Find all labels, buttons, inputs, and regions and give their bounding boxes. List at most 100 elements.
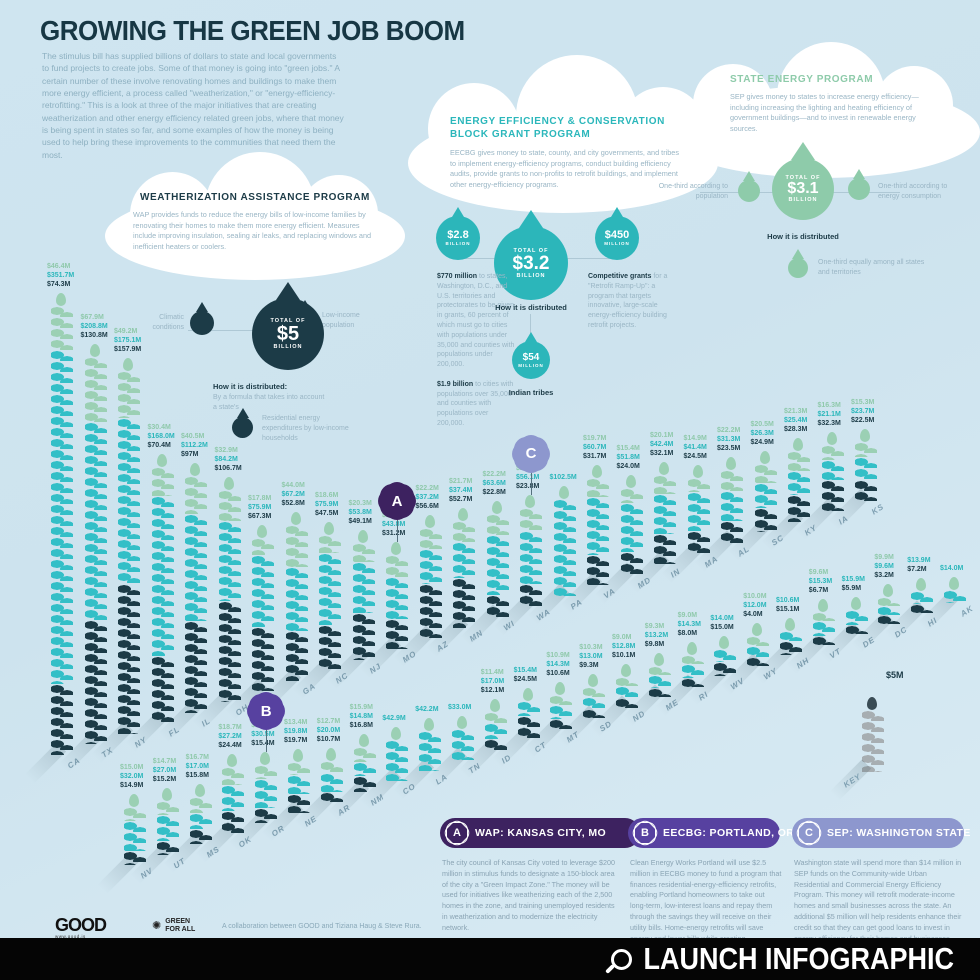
- value-label: $23.5M: [717, 445, 741, 452]
- stalk-segment-sep: [587, 478, 609, 498]
- stalk-tip: [489, 698, 500, 712]
- value-label: $10.3M: [579, 644, 603, 651]
- value-label: $23.8M: [516, 482, 540, 490]
- state-stalk-CT: [517, 688, 540, 739]
- value-labels-IA: $16.3M $21.1M $32.3M: [818, 401, 880, 428]
- value-label: $42.2M: [415, 705, 439, 713]
- state-stalk-GA: [285, 511, 308, 681]
- stalk-tip: [391, 542, 401, 555]
- eecbg-54-label: Indian tribes: [508, 388, 554, 397]
- value-label: $3.2M: [874, 571, 894, 579]
- value-label: $6.7M: [808, 586, 829, 594]
- value-labels-MS: $16.7M $17.0M $15.8M: [186, 753, 248, 780]
- state-stalk-AR: [320, 748, 343, 802]
- state-stalk-ID: [484, 698, 507, 750]
- value-labels-KS: $15.3M $23.7M $22.5M: [851, 398, 913, 425]
- value-label: $28.3M: [784, 425, 808, 433]
- state-stalk-UT: [156, 787, 179, 855]
- stalk-segment-eecbg: [222, 784, 245, 811]
- stalk-segment-wap: [185, 620, 207, 713]
- sep-total-unit: BILLION: [788, 197, 818, 203]
- stalk-segment-wap: [648, 688, 671, 697]
- stalk-segment-wap: [51, 684, 73, 755]
- stalk-segment-sep: [878, 596, 901, 606]
- value-label: $42.4M: [650, 441, 674, 449]
- value-labels-CT: $15.4M $24.5M: [514, 666, 576, 684]
- stalk-segment-eecbg: [452, 729, 474, 760]
- value-label: $5.9M: [841, 585, 862, 592]
- state-stalk-VT: [812, 598, 835, 645]
- value-label: $21.1M: [817, 411, 841, 419]
- state-stalk-AL: [721, 457, 743, 543]
- stalk-tip: [621, 663, 631, 677]
- stalk-segment-sep: [654, 475, 676, 495]
- eecbg-note2-lead: $1.9 billion: [437, 380, 474, 388]
- value-label: $32.3M: [817, 420, 841, 428]
- value-labels-CO: $42.9M: [382, 714, 444, 723]
- value-label: $13.2M: [644, 632, 669, 639]
- eecbg-54-value: $54: [522, 351, 540, 363]
- value-label: $19.8M: [284, 727, 308, 735]
- value-label: $18.6M: [315, 492, 339, 500]
- callout-b-letter: B: [641, 827, 649, 839]
- stalk-segment-eecbg: [51, 350, 73, 684]
- value-label: $52.8M: [281, 499, 305, 507]
- value-labels-LA: $42.2M: [415, 705, 477, 714]
- value-label: $11.4M: [480, 668, 504, 676]
- state-stalk-WV: [714, 636, 737, 676]
- value-label: $27.2M: [218, 732, 242, 740]
- value-label: $8.0M: [677, 629, 698, 637]
- sep-description: SEP gives money to states to increase en…: [730, 92, 919, 133]
- wap-total-value: $5: [276, 323, 300, 345]
- value-label: $22.2M: [482, 471, 506, 479]
- value-labels-FL: $30.4M $168.0M $70.4M: [148, 423, 210, 450]
- value-label: $14.9M: [120, 782, 144, 789]
- stalk-tip: [194, 784, 205, 797]
- stalk-segment-eecbg: [681, 663, 704, 678]
- value-label: $75.9M: [315, 501, 339, 509]
- stalk-tip: [883, 583, 894, 597]
- key-stalk-tip: [867, 697, 877, 710]
- badge-letter: C: [525, 445, 537, 463]
- stalk-segment-eecbg: [620, 502, 643, 552]
- stalk-segment-wap: [419, 584, 442, 639]
- eecbg-28-unit: BILLION: [445, 241, 471, 246]
- stalk-segment-sep: [285, 524, 308, 567]
- value-label: $10.0M: [743, 592, 767, 600]
- state-stalk-NE: [288, 748, 310, 813]
- gfa-line1: GREEN: [165, 918, 191, 925]
- stalk-segment-wap: [747, 656, 770, 666]
- stalk-segment-wap: [156, 840, 179, 855]
- stalk-tip: [726, 457, 736, 470]
- stalk-segment-sep: [855, 441, 877, 457]
- wap-distribution: How it is distributed: By a formula that…: [213, 382, 325, 412]
- value-label: $46.4M: [47, 263, 71, 270]
- value-label: $22.8M: [482, 489, 506, 497]
- value-label: $16.7M: [185, 754, 209, 761]
- badge-stem-B: [266, 726, 268, 752]
- value-label: $51.8M: [616, 453, 640, 461]
- sep-cloud: STATE ENERGY PROGRAM SEP gives money to …: [665, 42, 980, 192]
- value-label: $9.8M: [644, 641, 665, 648]
- callout-c-header: C SEP: WASHINGTON STATE: [792, 818, 970, 848]
- stalk-segment-sep: [218, 490, 241, 521]
- value-label: $43.8M: [382, 521, 406, 528]
- value-label: $24.5M: [513, 676, 537, 683]
- value-label: $33.0M: [448, 704, 472, 711]
- value-labels-DE: $15.9M $5.9M: [842, 575, 904, 593]
- launch-infographic-button[interactable]: LAUNCH INFOGRAPHIC: [0, 938, 980, 980]
- value-label: $53.8M: [348, 508, 372, 516]
- value-labels-WY: $10.0M $12.0M $4.0M: [743, 592, 805, 619]
- value-label: $67.2M: [281, 490, 305, 498]
- state-stalk-SC: [754, 451, 777, 533]
- value-label: $13.9M: [907, 557, 931, 564]
- wap-total-unit: BILLION: [273, 344, 303, 350]
- value-label: $67.3M: [248, 513, 272, 521]
- value-label: $31.7M: [583, 453, 607, 461]
- value-label: $112.2M: [181, 441, 208, 449]
- stalk-segment-wap: [587, 555, 609, 586]
- callout-c-title: SEP: WASHINGTON STATE: [827, 827, 971, 839]
- state-stalk-DE: [845, 597, 868, 634]
- value-labels-WI: $22.2M $63.6M $22.8M: [483, 470, 545, 497]
